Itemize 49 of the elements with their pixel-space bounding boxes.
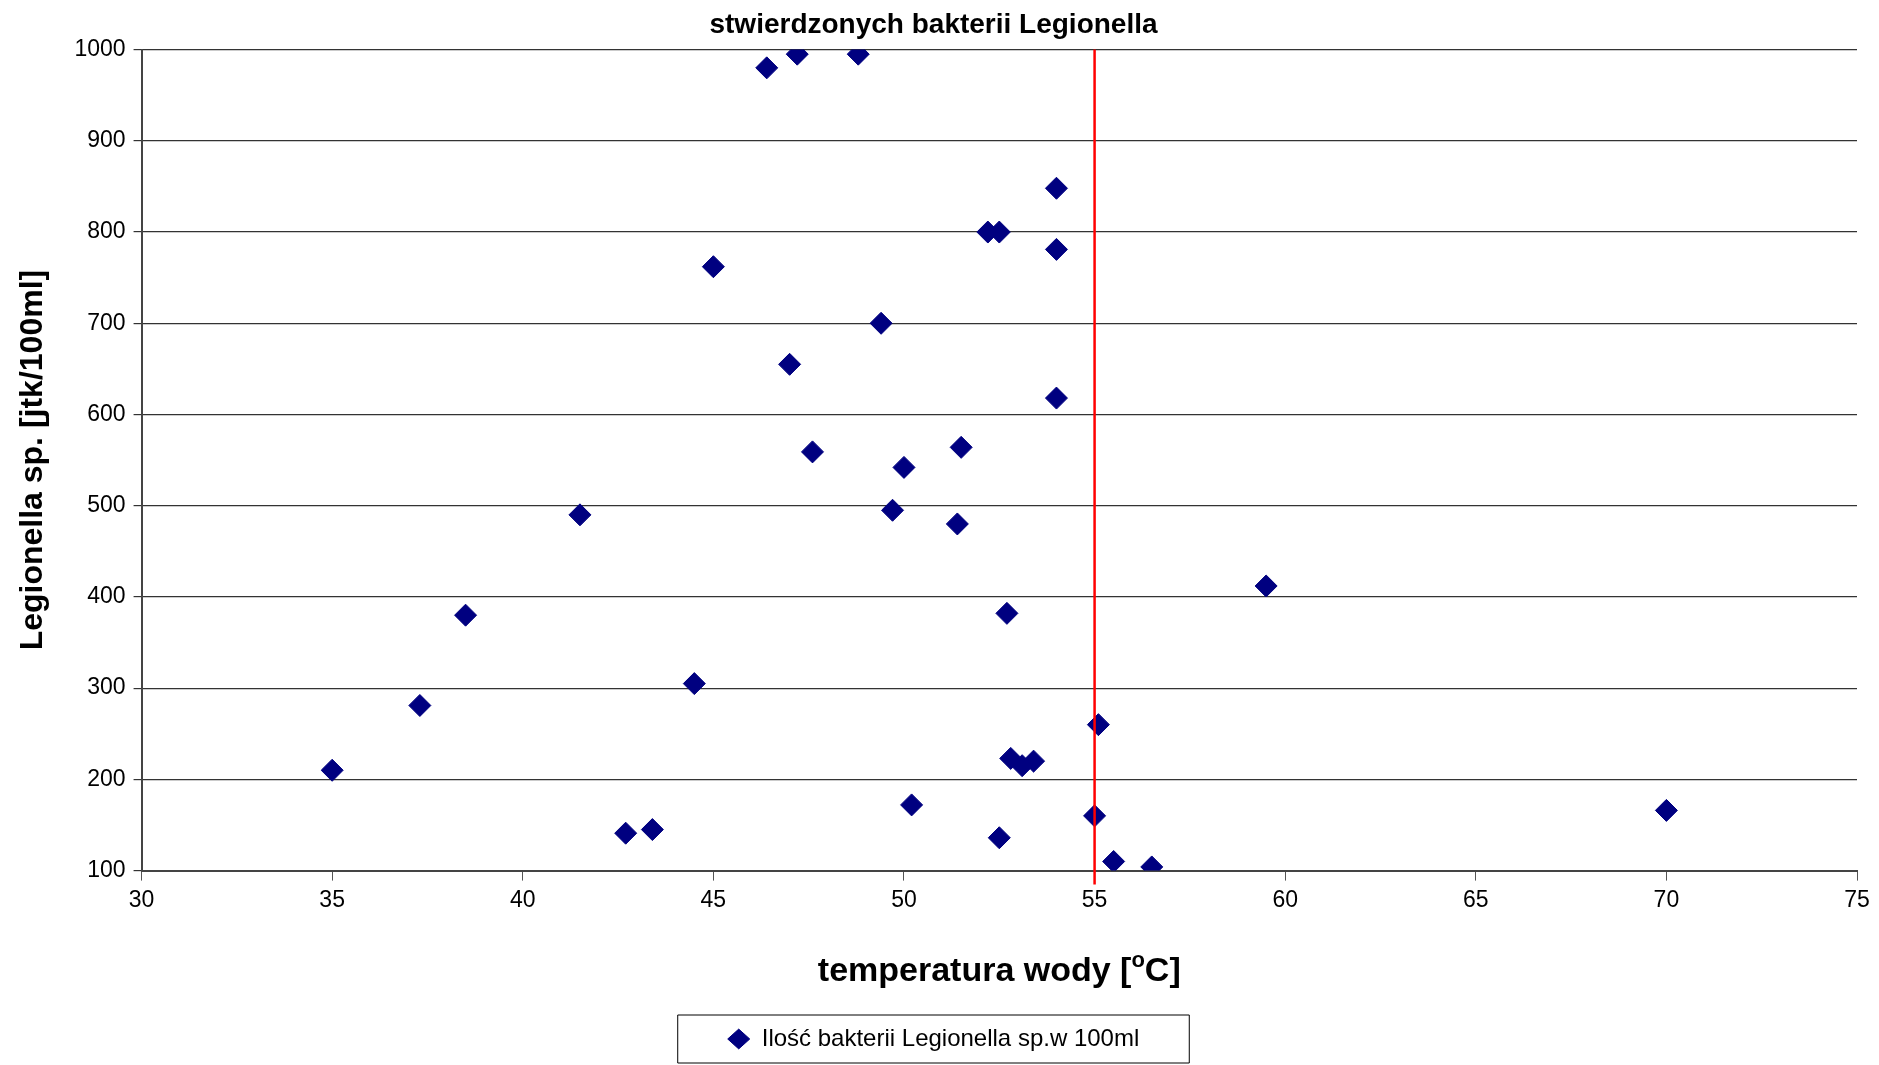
point	[892, 455, 916, 479]
point	[869, 311, 893, 335]
point	[614, 821, 638, 845]
point	[945, 512, 969, 536]
point	[701, 255, 725, 279]
y-tick-label: 100	[87, 855, 126, 882]
point	[1254, 574, 1278, 598]
point	[1654, 798, 1678, 822]
point	[1044, 176, 1068, 200]
x-tick-label: 45	[700, 885, 727, 912]
y-tick-label: 900	[87, 126, 126, 153]
y-tick-label: 1000	[74, 34, 126, 61]
point	[568, 503, 592, 527]
point	[800, 440, 824, 464]
point	[320, 758, 344, 782]
point	[408, 693, 432, 717]
point	[900, 793, 924, 817]
x-tick-label: 65	[1463, 885, 1489, 912]
x-tick-label: 55	[1081, 885, 1108, 912]
legend-label: Ilość bakterii Legionella sp.w 100ml	[761, 1023, 1140, 1051]
point	[755, 56, 779, 80]
point	[1044, 237, 1068, 261]
point	[454, 603, 478, 627]
y-tick-label: 400	[87, 582, 126, 609]
y-tick-label: 300	[87, 673, 126, 700]
x-tick-label: 50	[891, 885, 917, 912]
y-axis-title: Legionella sp. [jtk/100ml]	[13, 269, 50, 651]
x-tick-label: 60	[1272, 885, 1298, 912]
x-tick-label: 40	[509, 885, 536, 912]
point	[1044, 386, 1068, 410]
x-tick-label: 75	[1844, 885, 1870, 912]
point	[987, 826, 1011, 850]
point	[778, 352, 802, 376]
point	[1022, 749, 1046, 773]
y-tick-label: 700	[87, 308, 126, 335]
y-tick-label: 600	[87, 399, 126, 426]
point	[682, 672, 706, 696]
chart-title: stwierdzonych bakterii Legionella	[709, 7, 1158, 39]
x-tick-label: 35	[319, 885, 345, 912]
y-tick-label: 800	[87, 217, 126, 244]
y-tick-label: 500	[87, 491, 126, 518]
x-tick-label: 30	[128, 885, 155, 912]
point	[1102, 849, 1126, 871]
point	[640, 818, 664, 842]
point	[949, 435, 973, 459]
x-tick-label: 70	[1653, 885, 1680, 912]
point	[881, 498, 905, 522]
point	[995, 601, 1019, 625]
y-tick-label: 200	[87, 764, 126, 791]
